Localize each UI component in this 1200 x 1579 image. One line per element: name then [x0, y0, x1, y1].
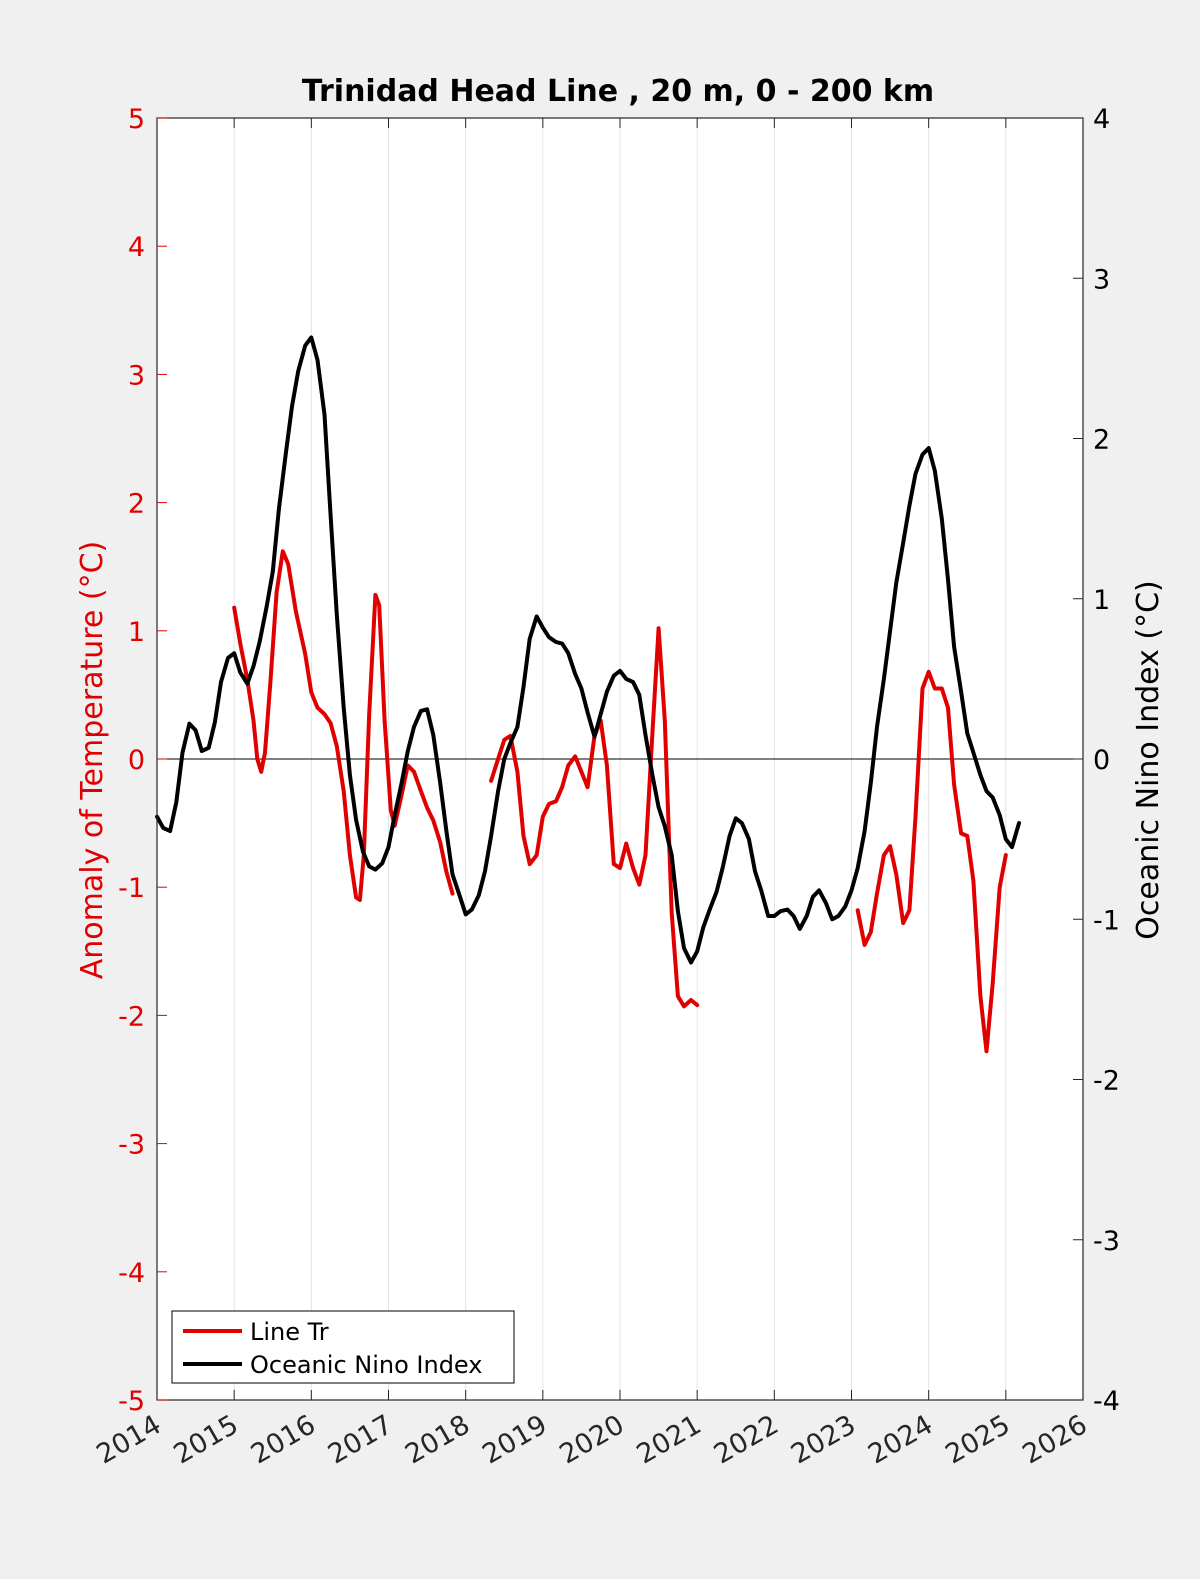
y-tick-label-left: -5	[118, 1386, 145, 1417]
y-tick-label-right: -4	[1093, 1386, 1120, 1417]
legend-label-line-tr: Line Tr	[250, 1318, 329, 1346]
legend: Line Tr Oceanic Nino Index	[171, 1310, 515, 1384]
legend-label-oni: Oceanic Nino Index	[250, 1351, 482, 1379]
y-tick-label-right: 1	[1093, 585, 1110, 616]
y-axis-label-right: Oceanic Nino Index (°C)	[1131, 580, 1166, 940]
y-tick-label-right: 3	[1093, 264, 1110, 295]
y-tick-label-right: 0	[1093, 745, 1110, 776]
series-line-tr	[232, 549, 455, 902]
y-tick-label-left: 3	[128, 360, 145, 391]
y-tick-label-left: -2	[118, 1001, 145, 1032]
chart-title: Trinidad Head Line , 20 m, 0 - 200 km	[302, 74, 934, 109]
y-tick-label-left: 1	[128, 617, 145, 648]
y-tick-label-left: 5	[128, 104, 145, 135]
y-tick-label-left: 2	[128, 489, 145, 520]
y-tick-label-right: 2	[1093, 425, 1110, 456]
y-axis-label-left: Anomaly of Temperature (°C)	[75, 541, 110, 980]
series-layer	[155, 335, 1021, 1054]
y-tick-label-left: 4	[128, 232, 145, 263]
series-oni	[155, 335, 1021, 965]
legend-box	[171, 1310, 515, 1384]
y-tick-label-right: -2	[1093, 1066, 1120, 1097]
y-tick-label-left: -4	[118, 1258, 145, 1289]
y-tick-label-right: -1	[1093, 905, 1120, 936]
y-tick-label-left: 0	[128, 745, 145, 776]
y-tick-label-right: -3	[1093, 1226, 1120, 1257]
y-tick-label-right: 4	[1093, 104, 1110, 135]
y-tick-label-left: -1	[118, 873, 145, 904]
series-line-tr	[855, 669, 1008, 1054]
y-tick-label-left: -3	[118, 1130, 145, 1161]
